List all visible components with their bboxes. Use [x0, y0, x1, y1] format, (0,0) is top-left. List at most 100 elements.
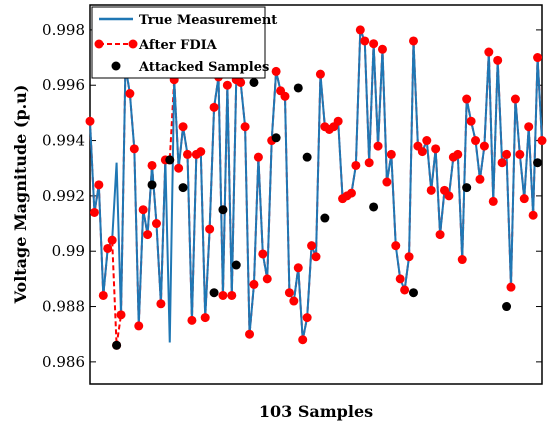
after-fdia-point [369, 39, 379, 49]
attacked-sample-point [408, 288, 418, 298]
attacked-sample-point [369, 202, 379, 212]
legend-after-fdia-label: After FDIA [138, 38, 218, 53]
after-fdia-point [533, 53, 543, 63]
after-fdia-point [156, 299, 166, 309]
after-fdia-point [475, 174, 485, 184]
after-fdia-point [280, 91, 290, 101]
legend-attacked-samples-marker [111, 61, 121, 71]
after-fdia-point [493, 55, 503, 65]
after-fdia-point [364, 158, 374, 168]
attacked-sample-point [178, 183, 188, 193]
legend-true-measurement-label: True Measurement [139, 13, 277, 28]
after-fdia-point [431, 144, 441, 154]
after-fdia-point [107, 235, 117, 245]
after-fdia-point [351, 160, 361, 170]
after-fdia-point [355, 25, 365, 35]
attacked-sample-point [271, 133, 281, 143]
after-fdia-point [222, 80, 232, 90]
after-fdia-point [143, 230, 153, 240]
after-fdia-point [174, 163, 184, 173]
attacked-sample-point [293, 83, 303, 93]
y-tick-label: 0.996 [42, 76, 85, 94]
after-fdia-point [151, 219, 161, 229]
after-fdia-point [134, 321, 144, 331]
attacked-sample-point [533, 158, 543, 168]
after-fdia-point [417, 147, 427, 157]
after-fdia-point [94, 180, 104, 190]
after-fdia-point [315, 69, 325, 79]
after-fdia-point [85, 116, 95, 126]
after-fdia-point [284, 288, 294, 298]
after-fdia-point [125, 89, 135, 99]
after-fdia-point [386, 149, 396, 159]
attacked-sample-point [302, 152, 312, 162]
after-fdia-point [298, 335, 308, 345]
after-fdia-point [333, 116, 343, 126]
after-fdia-point [346, 188, 356, 198]
after-fdia-point [182, 149, 192, 159]
y-tick-label: 0.988 [42, 298, 85, 316]
after-fdia-point [457, 255, 467, 265]
after-fdia-point [258, 249, 268, 259]
x-axis-title: 103 Samples [259, 402, 373, 421]
after-fdia-point [524, 122, 534, 132]
after-fdia-point [471, 136, 481, 146]
after-fdia-point [138, 205, 148, 215]
after-fdia-point [426, 185, 436, 195]
after-fdia-point [293, 263, 303, 273]
plot-series [85, 25, 547, 350]
after-fdia-point [245, 329, 255, 339]
y-tick-label: 0.992 [42, 187, 85, 205]
after-fdia-point [249, 279, 259, 289]
y-tick-label: 0.99 [52, 242, 85, 260]
y-axis-ticks: 0.986 0.988 0.99 0.992 0.994 0.996 0.998 [42, 21, 542, 371]
after-fdia-point [200, 313, 210, 323]
after-fdia-point [453, 149, 463, 159]
after-fdia-point [479, 141, 489, 151]
legend-after-fdia-marker-right [128, 39, 138, 49]
after-fdia-point [408, 36, 418, 46]
y-tick-label: 0.994 [42, 132, 85, 150]
attacked-sample-point [218, 205, 228, 215]
after-fdia-point [422, 136, 432, 146]
after-fdia-point [302, 313, 312, 323]
after-fdia-point [519, 194, 529, 204]
after-fdia-point [289, 296, 299, 306]
after-fdia-point [253, 152, 263, 162]
y-tick-label: 0.998 [42, 21, 85, 39]
after-fdia-point [435, 230, 445, 240]
after-fdia-point [236, 77, 246, 87]
after-fdia-point [209, 102, 219, 112]
legend: True Measurement After FDIA Attacked Sam… [91, 6, 277, 79]
attacked-sample-point [462, 183, 472, 193]
y-axis-title: Voltage Magnitude (p.u) [11, 85, 30, 305]
after-fdia-point [98, 290, 108, 300]
attacked-sample-point [209, 288, 219, 298]
attacked-sample-point [147, 180, 157, 190]
attacked-sample-point [502, 302, 512, 312]
after-fdia-point [537, 136, 547, 146]
after-fdia-point [400, 285, 410, 295]
attacked-sample-point [231, 260, 241, 270]
after-fdia-point [307, 241, 317, 251]
after-fdia-point [382, 177, 392, 187]
after-fdia-point [218, 290, 228, 300]
after-fdia-point [444, 191, 454, 201]
after-fdia-point [391, 241, 401, 251]
after-fdia-point [488, 196, 498, 206]
after-fdia-point [116, 310, 126, 320]
y-tick-label: 0.986 [42, 353, 85, 371]
after-fdia-point [311, 252, 321, 262]
after-fdia-point [506, 282, 516, 292]
after-fdia-point [377, 44, 387, 54]
after-fdia-point [502, 149, 512, 159]
after-fdia-point [462, 94, 472, 104]
legend-after-fdia-marker-left [94, 39, 104, 49]
after-fdia-point [484, 47, 494, 57]
after-fdia-point [515, 149, 525, 159]
after-fdia-point [227, 290, 237, 300]
legend-attacked-samples-label: Attacked Samples [138, 60, 269, 75]
after-fdia-point [178, 122, 188, 132]
after-fdia-point [271, 66, 281, 76]
